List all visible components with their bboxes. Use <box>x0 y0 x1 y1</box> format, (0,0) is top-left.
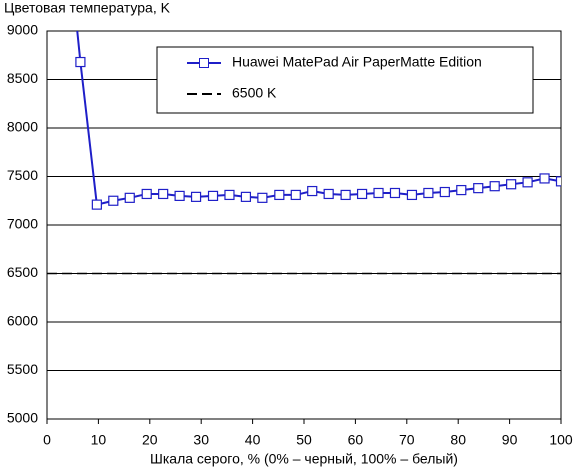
y-tick-label: 8000 <box>7 119 38 135</box>
y-tick-label: 5500 <box>7 361 38 377</box>
data-point <box>522 177 533 188</box>
y-tick-label: 6500 <box>7 264 38 280</box>
data-point <box>406 189 418 201</box>
legend-label: Huawei MatePad Air PaperMatte Edition <box>232 54 482 70</box>
x-axis-label: Шкала серого, % (0% – черный, 100% – бел… <box>150 451 458 467</box>
x-tick-label: 100 <box>549 432 573 448</box>
y-tick-label: 5000 <box>7 410 38 426</box>
legend-marker <box>199 58 209 68</box>
data-point <box>257 192 268 203</box>
data-point <box>141 188 152 200</box>
x-tick-label: 0 <box>43 432 51 448</box>
data-point <box>373 187 384 199</box>
data-point <box>240 191 252 202</box>
y-tick-label: 8500 <box>7 70 38 86</box>
legend-label: 6500 K <box>232 85 277 101</box>
x-tick-label: 50 <box>296 432 312 448</box>
data-point <box>340 189 351 201</box>
y-tick-label: 7500 <box>7 167 38 183</box>
x-tick-label: 40 <box>245 432 261 448</box>
data-point <box>456 184 467 196</box>
y-tick-label: 6000 <box>7 313 38 329</box>
x-tick-label: 10 <box>91 432 107 448</box>
data-point <box>190 191 202 202</box>
data-point <box>108 195 119 206</box>
x-tick-label: 80 <box>450 432 466 448</box>
data-point <box>423 187 434 199</box>
data-point <box>274 189 285 201</box>
data-point <box>207 190 219 201</box>
y-tick-label: 9000 <box>7 22 38 38</box>
data-point <box>290 189 301 201</box>
plot-area <box>47 31 561 275</box>
data-point <box>323 188 334 200</box>
data-point <box>539 173 550 184</box>
legend-box <box>156 46 534 114</box>
data-point <box>489 181 500 192</box>
data-point <box>439 186 450 198</box>
data-point <box>356 188 368 200</box>
x-tick-label: 90 <box>502 432 518 448</box>
data-point <box>555 176 561 187</box>
data-point <box>158 188 169 200</box>
y-tick-label: 7000 <box>7 216 38 232</box>
data-point <box>124 192 135 203</box>
y-axis-label: Цветовая температура, K <box>4 0 171 16</box>
x-tick-label: 60 <box>348 432 364 448</box>
data-point <box>91 199 102 210</box>
data-point <box>75 56 86 68</box>
data-point <box>506 179 517 190</box>
data-point <box>389 187 401 199</box>
x-tick-label: 70 <box>399 432 415 448</box>
data-point <box>224 189 235 201</box>
data-point <box>174 190 185 201</box>
x-tick-label: 30 <box>193 432 209 448</box>
data-point <box>473 183 484 194</box>
data-point <box>307 185 318 197</box>
x-tick-label: 20 <box>142 432 158 448</box>
plot-frame <box>46 30 562 420</box>
